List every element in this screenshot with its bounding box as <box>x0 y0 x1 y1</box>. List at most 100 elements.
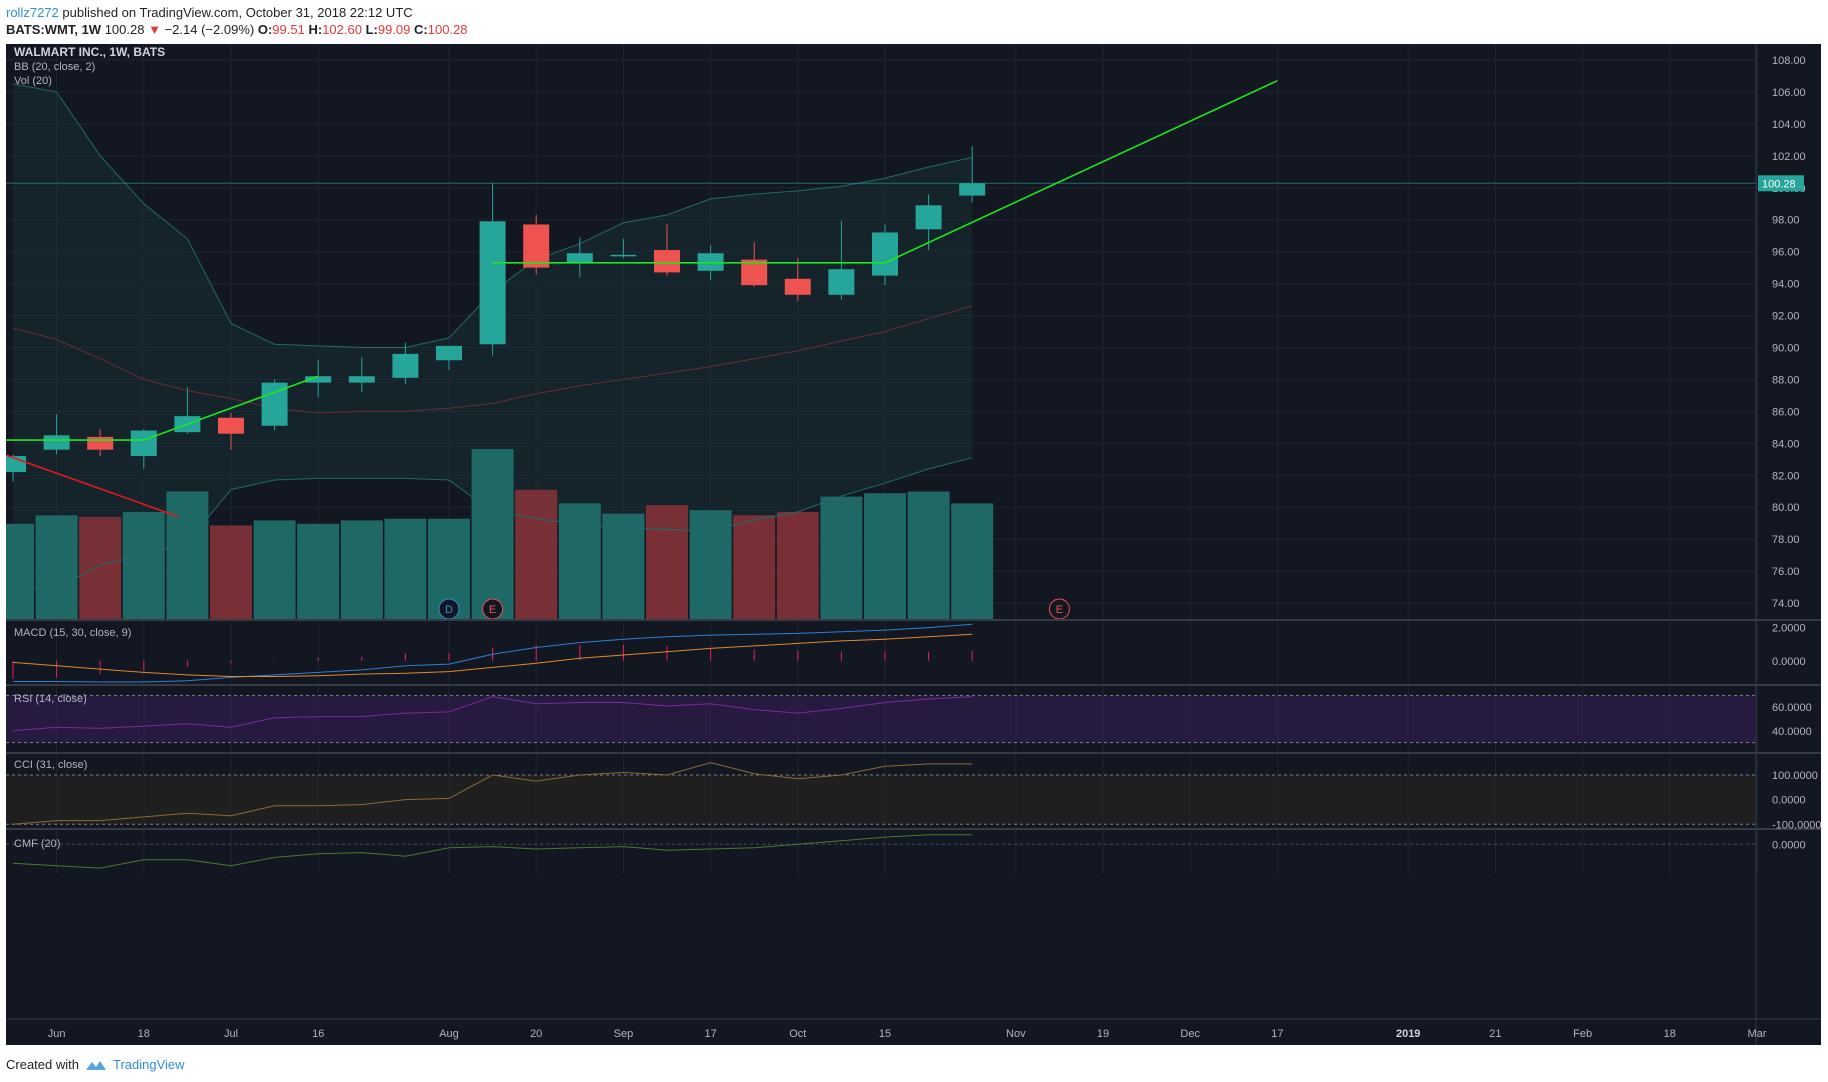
open-label: O: <box>257 22 273 37</box>
candle-body <box>828 269 855 295</box>
cci-line <box>12 762 973 825</box>
cmf-label: CMF (20) <box>14 838 60 850</box>
rsi-label: RSI (14, close) <box>14 693 87 705</box>
y-tick-label: 102.00 <box>1772 151 1806 163</box>
volume-bar <box>166 491 209 619</box>
candle-body <box>392 353 419 378</box>
volume-bar <box>733 515 776 619</box>
candle-body <box>523 224 550 268</box>
y-tick-label: 108.00 <box>1772 55 1806 67</box>
tradingview-link[interactable]: TradingView <box>112 1057 185 1072</box>
chart-area[interactable]: D E E WALMART INC., 1W, BATS BB (20, close, … <box>6 44 1821 1045</box>
volume-bar <box>210 525 252 619</box>
price-chart[interactable]: D E E WALMART INC., 1W, BATS BB (20, close, … <box>6 44 1821 1045</box>
y-tick-label: 94.00 <box>1772 279 1800 291</box>
volume-bar <box>558 503 601 619</box>
y-tick-label: 82.00 <box>1772 470 1800 482</box>
cmf-line <box>12 834 973 869</box>
y-tick-label: 74.00 <box>1772 598 1800 610</box>
y-tick-label: 98.00 <box>1772 215 1800 227</box>
cci-tick-label: -100.0000 <box>1772 819 1821 831</box>
candle-body <box>348 376 375 383</box>
volume-bar <box>689 510 732 619</box>
trendline-green <box>6 375 319 441</box>
quote-line: BATS:WMT, 1W 100.28 ▼ −2.14 (−2.09%) O: 9… <box>6 21 468 38</box>
volume-bar <box>907 491 950 619</box>
candle-body <box>305 376 332 383</box>
macd-label: MACD (15, 30, close, 9) <box>14 627 131 639</box>
cci-tick-label: 100.0000 <box>1772 770 1818 782</box>
chart-title: WALMART INC., 1W, BATS <box>14 45 165 59</box>
volume-bar <box>253 520 296 619</box>
trendline-green <box>492 79 1278 264</box>
candle-body <box>959 183 986 196</box>
candle-body <box>654 250 680 273</box>
last-price-badge-label: 100.28 <box>1762 178 1796 190</box>
volume-bar <box>79 517 122 619</box>
macd-line <box>13 623 973 683</box>
x-tick-label: Jun <box>48 1028 66 1040</box>
y-tick-label: 106.00 <box>1772 87 1806 99</box>
author-link[interactable]: rollz7272 <box>6 5 59 20</box>
volume-bar <box>297 523 340 619</box>
volume-bar <box>384 518 427 619</box>
tradingview-logo-icon[interactable] <box>85 1058 107 1072</box>
x-tick-label: 18 <box>1664 1028 1676 1040</box>
volume-bar <box>122 511 165 619</box>
close-value: 100.28 <box>427 22 468 37</box>
x-tick-label: 18 <box>138 1028 150 1040</box>
candle-body <box>872 232 898 276</box>
x-tick-label: 21 <box>1489 1028 1501 1040</box>
macd-tick-label: 2.0000 <box>1772 623 1806 635</box>
footer: Created with TradingView <box>6 1057 185 1072</box>
y-tick-label: 104.00 <box>1772 119 1806 131</box>
candle-body <box>436 345 462 361</box>
candle-body <box>130 430 157 457</box>
earnings-marker-label: E <box>1056 604 1063 616</box>
y-tick-label: 78.00 <box>1772 534 1800 546</box>
trendline-red <box>6 454 179 518</box>
y-tick-label: 88.00 <box>1772 374 1800 386</box>
x-tick-label: Dec <box>1180 1028 1200 1040</box>
volume-bar <box>471 449 514 619</box>
cmf-tick-label: 0.0000 <box>1772 839 1806 851</box>
x-tick-label: Jul <box>224 1028 238 1040</box>
macd-signal-line <box>12 633 973 677</box>
symbol-label: BATS:WMT, 1W <box>6 22 102 37</box>
created-with-text: Created with <box>6 1057 79 1072</box>
x-tick-label: 17 <box>1271 1028 1283 1040</box>
candle-body <box>218 417 244 434</box>
x-tick-label: Aug <box>439 1028 459 1040</box>
volume-bar <box>35 515 78 619</box>
cci-band <box>6 774 1756 825</box>
macd-tick-label: 0.0000 <box>1772 656 1806 668</box>
y-tick-label: 90.00 <box>1772 342 1800 354</box>
close-label: C: <box>414 22 428 37</box>
y-tick-label: 76.00 <box>1772 566 1800 578</box>
y-tick-label: 92.00 <box>1772 311 1800 323</box>
last-price: 100.28 <box>104 22 145 37</box>
price-change: −2.14 (−2.09%) <box>164 22 255 37</box>
y-tick-label: 86.00 <box>1772 406 1800 418</box>
candle-body <box>566 253 593 263</box>
bollinger-middle-line <box>12 305 973 414</box>
candle-body <box>610 254 637 257</box>
low-value: 99.09 <box>377 22 411 37</box>
x-tick-label: 16 <box>312 1028 324 1040</box>
x-tick-label: 20 <box>530 1028 542 1040</box>
last-price-badge <box>1758 175 1804 192</box>
volume-bar <box>340 520 383 619</box>
candle-body <box>479 221 506 345</box>
down-arrow-icon: ▼ <box>148 22 161 37</box>
y-tick-label: 96.00 <box>1772 247 1800 259</box>
x-tick-label: Oct <box>789 1028 806 1040</box>
volume-label: Vol (20) <box>14 75 52 87</box>
x-tick-label: 19 <box>1097 1028 1109 1040</box>
cci-tick-label: 0.0000 <box>1772 795 1806 807</box>
candle-body <box>784 278 811 295</box>
volume-bar <box>515 489 558 619</box>
x-tick-label: Mar <box>1748 1028 1767 1040</box>
rsi-line <box>12 696 973 732</box>
earnings-marker-label: E <box>489 604 496 616</box>
volume-bar <box>951 503 994 619</box>
